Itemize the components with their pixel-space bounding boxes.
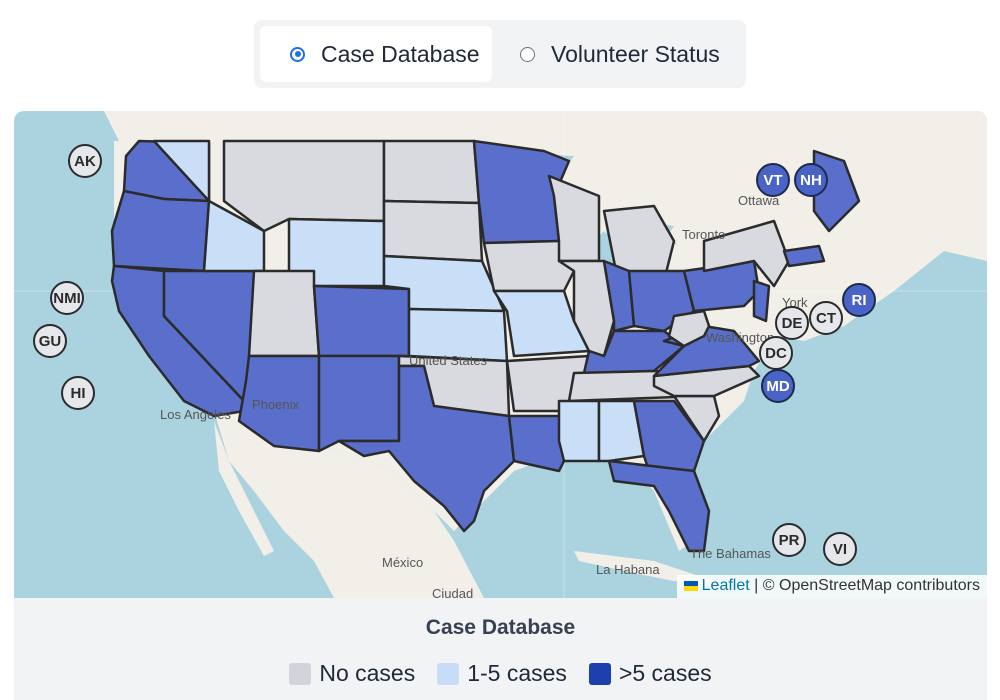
place-label-washington: Washington	[706, 330, 774, 345]
legend-label-no-cases: No cases	[319, 660, 416, 686]
state-ny[interactable]	[702, 219, 791, 288]
badge-de[interactable]: DE	[775, 306, 809, 340]
map-attribution: Leaflet | © OpenStreetMap contributors	[676, 575, 987, 598]
case-database-radio[interactable]	[290, 46, 305, 62]
state-nj[interactable]	[752, 279, 771, 323]
place-label-phoenix: Phoenix	[252, 397, 299, 412]
state-al[interactable]	[597, 399, 646, 463]
badge-pr[interactable]: PR	[772, 523, 806, 557]
legend-item-no-cases: No cases	[289, 660, 415, 687]
legend-swatch-over-5-cases	[588, 662, 611, 685]
volunteer-status-radio[interactable]	[520, 46, 535, 62]
badge-nmi[interactable]: NMI	[50, 281, 84, 315]
state-fl[interactable]	[607, 459, 711, 553]
osm-attribution: © OpenStreetMap contributors	[762, 577, 980, 594]
legend-panel: Case Database No cases 1-5 cases >5 case…	[14, 598, 987, 700]
badge-nh[interactable]: NH	[794, 163, 828, 197]
place-label-ciudad: Ciudad	[432, 586, 473, 598]
badge-ct[interactable]: CT	[809, 301, 843, 335]
legend-label-1-5-cases: 1-5 cases	[467, 660, 567, 686]
badge-vi[interactable]: VI	[823, 532, 857, 566]
volunteer-status-label: Volunteer Status	[551, 40, 720, 67]
badge-ri[interactable]: RI	[842, 283, 876, 317]
state-ma[interactable]	[782, 244, 826, 268]
legend-swatch-no-cases	[289, 662, 312, 685]
place-label-united-states: United States	[409, 353, 488, 368]
state-id[interactable]	[152, 139, 266, 273]
state-ia[interactable]	[482, 239, 576, 293]
case-database-option[interactable]: Case Database	[260, 26, 492, 82]
volunteer-status-option[interactable]: Volunteer Status	[506, 26, 740, 82]
attribution-separator: |	[754, 577, 759, 594]
place-label-los-angeles: Los Angeles	[160, 407, 231, 422]
dataset-toggle: Case Database Volunteer Status	[254, 20, 746, 88]
state-sd[interactable]	[382, 199, 484, 263]
badge-dc[interactable]: DC	[759, 336, 793, 370]
state-nm[interactable]	[317, 354, 401, 453]
ukraine-flag-icon	[683, 580, 698, 591]
legend-items: No cases 1-5 cases >5 cases	[14, 660, 987, 687]
legend-label-over-5-cases: >5 cases	[618, 660, 712, 686]
place-label-toronto: Toronto	[682, 227, 725, 242]
place-label-the-bahamas: The Bahamas	[690, 546, 771, 561]
badge-hi[interactable]: HI	[61, 376, 95, 410]
state-co[interactable]	[312, 284, 411, 358]
legend-swatch-1-5-cases	[437, 662, 460, 685]
case-database-label: Case Database	[321, 40, 480, 67]
place-label-la-habana: La Habana	[596, 562, 660, 577]
us-state-map[interactable]: Ottawa Toronto Phoenix Los Angeles United St…	[14, 111, 987, 598]
state-ut[interactable]	[247, 269, 321, 358]
legend-item-over-5-cases: >5 cases	[588, 660, 712, 687]
place-label-méxico: México	[382, 555, 423, 570]
legend-title: Case Database	[425, 616, 576, 639]
state-tx[interactable]	[337, 364, 516, 533]
state-nd[interactable]	[382, 139, 481, 205]
state-or[interactable]	[110, 189, 211, 273]
legend-item-1-5-cases: 1-5 cases	[437, 660, 567, 687]
state-ms[interactable]	[557, 399, 601, 463]
badge-ak[interactable]: AK	[68, 144, 102, 178]
state-in[interactable]	[602, 259, 636, 333]
badge-md[interactable]: MD	[761, 369, 795, 403]
state-shapes	[110, 139, 861, 553]
badge-vt[interactable]: VT	[756, 163, 790, 197]
state-mt[interactable]	[222, 139, 386, 233]
badge-gu[interactable]: GU	[33, 324, 67, 358]
leaflet-link[interactable]: Leaflet	[701, 577, 750, 594]
